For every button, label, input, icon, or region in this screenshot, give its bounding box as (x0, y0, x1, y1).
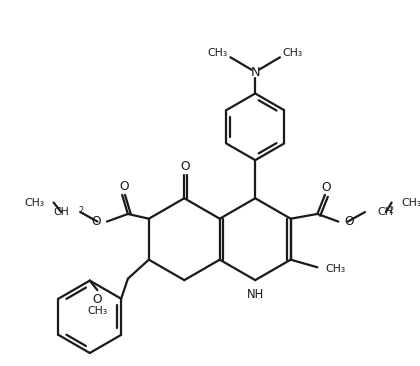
Text: 2: 2 (389, 206, 394, 215)
Text: O: O (92, 293, 102, 306)
Text: O: O (344, 215, 354, 228)
Text: O: O (92, 215, 101, 228)
Text: CH: CH (53, 207, 69, 217)
Text: O: O (181, 160, 190, 173)
Text: CH₃: CH₃ (207, 48, 228, 59)
Text: CH₃: CH₃ (401, 198, 420, 208)
Text: O: O (321, 181, 331, 194)
Text: N: N (250, 66, 260, 79)
Text: CH: CH (377, 207, 393, 217)
Text: CH₃: CH₃ (87, 306, 108, 316)
Text: CH₃: CH₃ (24, 198, 44, 208)
Text: 2: 2 (79, 206, 84, 215)
Text: O: O (119, 180, 129, 193)
Text: CH₃: CH₃ (325, 264, 345, 274)
Text: NH: NH (247, 288, 264, 301)
Text: CH₃: CH₃ (283, 48, 303, 59)
